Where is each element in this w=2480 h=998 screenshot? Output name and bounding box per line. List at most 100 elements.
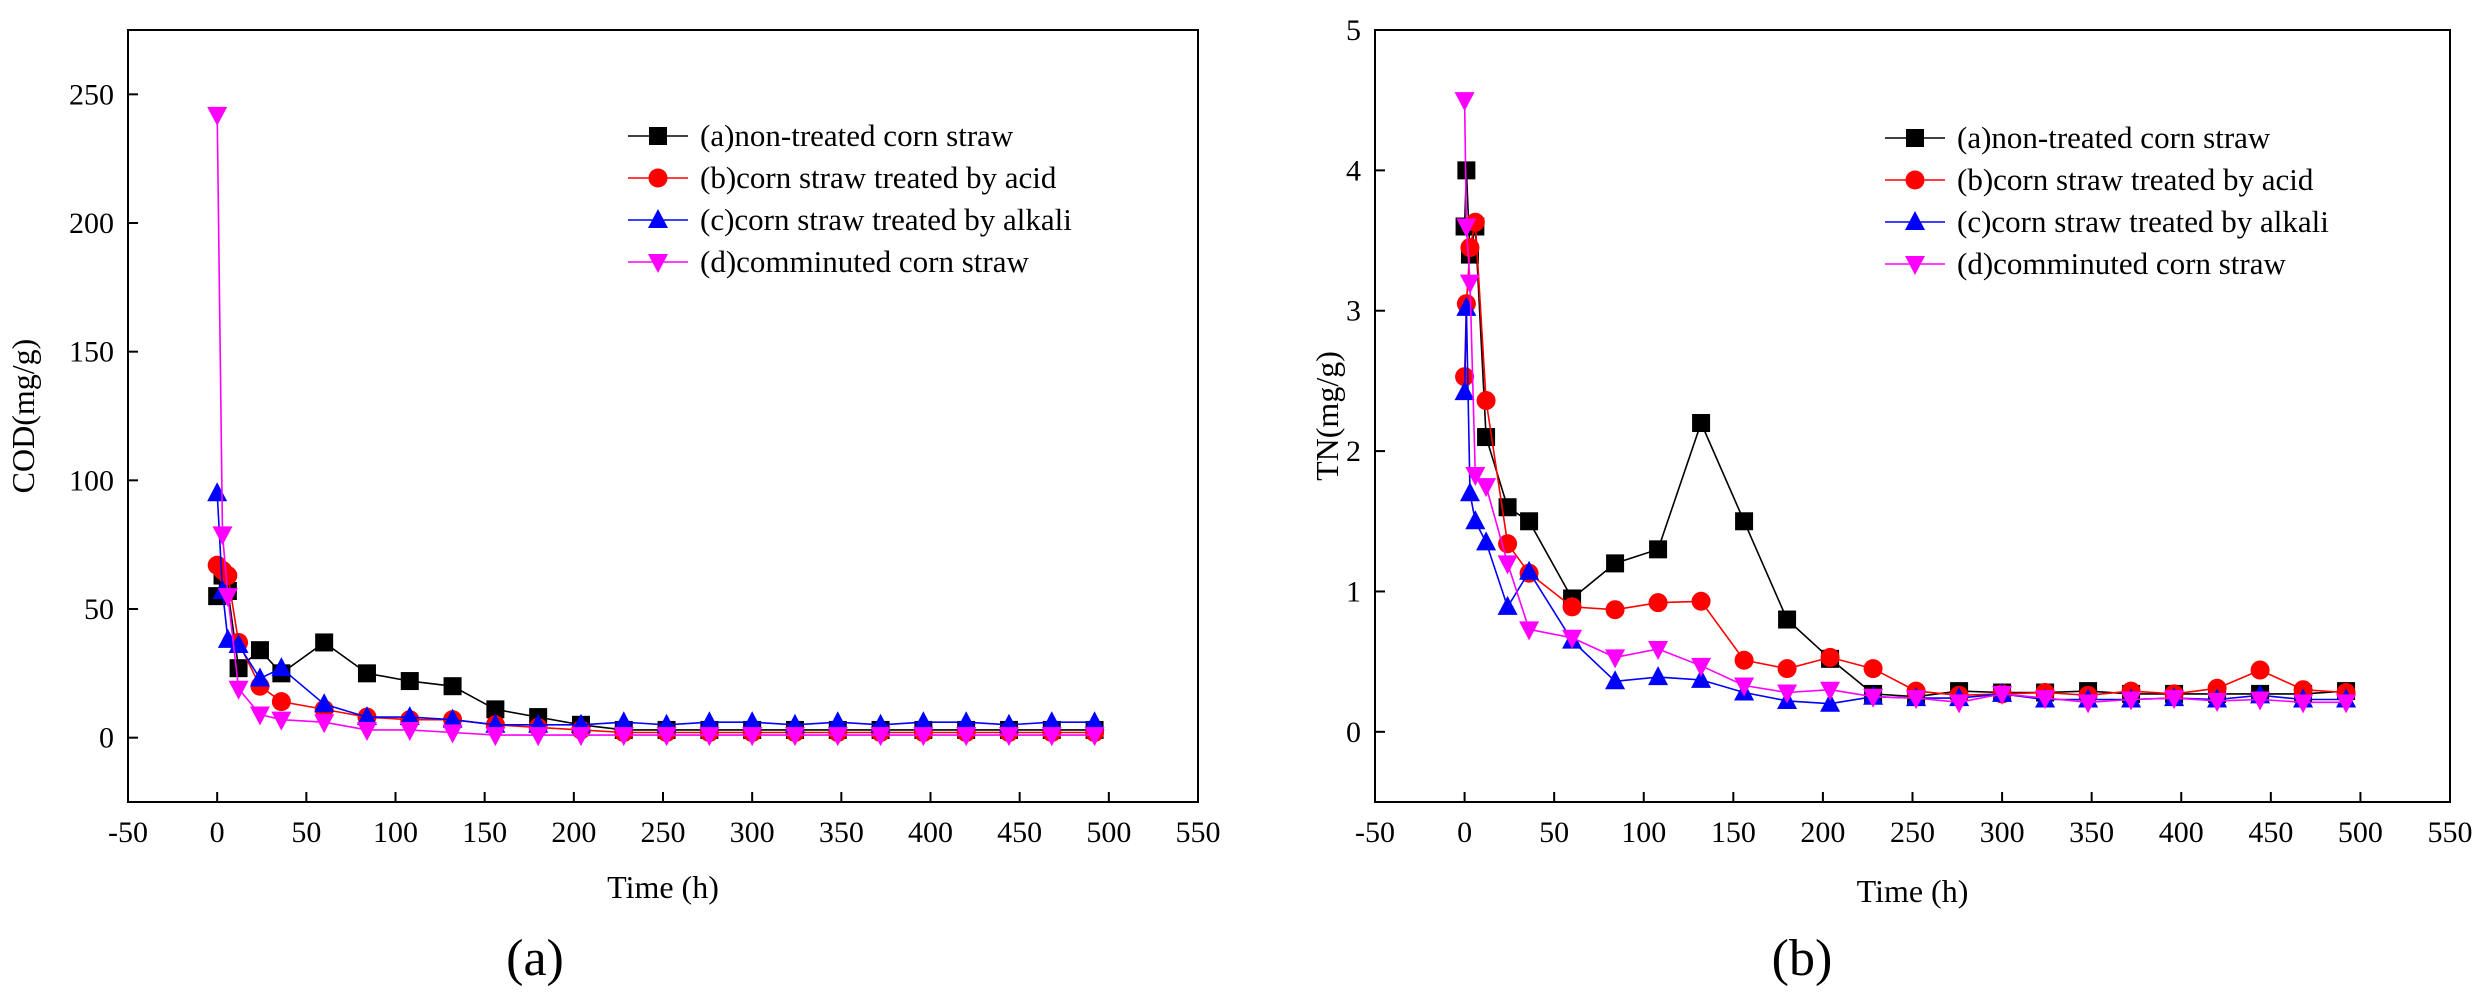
legend-label: (d)comminuted corn straw (1957, 246, 2286, 281)
x-tick-label: 550 (1176, 816, 1221, 849)
data-point (2121, 691, 2142, 711)
data-point (400, 672, 419, 691)
data-point (271, 692, 291, 712)
data-point (443, 677, 462, 696)
legend-label: (c)corn straw treated by alkali (1957, 204, 2329, 239)
series-3 (1454, 296, 2357, 712)
x-tick-label: 400 (908, 816, 953, 849)
data-point (1520, 512, 1539, 531)
data-point (250, 641, 269, 660)
data-point (1084, 711, 1105, 731)
legend-marker (649, 127, 667, 145)
data-point (1648, 593, 1668, 613)
data-point (528, 727, 549, 747)
series-1 (1455, 161, 2356, 706)
data-point (613, 711, 634, 731)
data-point (1820, 681, 1841, 701)
y-tick-label: 5 (1346, 14, 1361, 47)
data-point (218, 566, 238, 586)
x-tick-label: 150 (1711, 816, 1756, 849)
series-line (216, 572, 1095, 731)
series-line (1463, 100, 2347, 704)
legend-label: (b)corn straw treated by acid (700, 160, 1057, 195)
data-point (742, 727, 763, 747)
data-point (314, 693, 335, 713)
data-point (1476, 478, 1497, 498)
data-point (1820, 647, 1840, 667)
x-tick-label: 150 (462, 816, 507, 849)
x-tick-label: -50 (108, 816, 148, 849)
legend: (a)non-treated corn straw (b)corn straw t… (628, 118, 1072, 279)
y-tick-label: 4 (1346, 154, 1361, 187)
data-point (217, 588, 238, 608)
y-axis-label: COD(mg/g) (5, 339, 41, 494)
legend-label: (a)non-treated corn straw (1957, 120, 2271, 155)
data-point (315, 633, 334, 652)
data-point (956, 711, 977, 731)
data-point (656, 727, 677, 747)
legend-label: (c)corn straw treated by alkali (700, 202, 1072, 237)
data-point (1906, 690, 1927, 710)
data-point (442, 724, 463, 744)
x-axis-label: Time (h) (607, 869, 719, 905)
y-tick-label: 100 (69, 464, 114, 497)
x-tick-label: 50 (1539, 816, 1569, 849)
x-tick-label: 200 (551, 816, 596, 849)
x-tick-label: 50 (291, 816, 321, 849)
data-point (2250, 691, 2271, 711)
chart-panel-a: -50 0 50 100 150 200 250 300 350 400 450 500 550 0 50 1… (5, 29, 1221, 987)
x-tick-label: 450 (2248, 816, 2293, 849)
data-point (2078, 694, 2099, 714)
y-tick-label: 2 (1346, 435, 1361, 468)
data-point (1497, 595, 1518, 615)
y-tick-label: 50 (84, 593, 114, 626)
data-point (1459, 482, 1480, 502)
data-point (742, 711, 763, 731)
legend-label: (d)comminuted corn straw (700, 244, 1029, 279)
x-tick-label: 500 (1086, 816, 1131, 849)
data-point (249, 706, 270, 726)
data-point (442, 708, 463, 728)
data-point (827, 711, 848, 731)
data-point (1949, 694, 1970, 714)
panel-label: (b) (1772, 930, 1833, 987)
data-point (1734, 677, 1755, 697)
data-point (913, 727, 934, 747)
plot-frame (127, 29, 1199, 803)
y-tick-label: 250 (69, 78, 114, 111)
legend-label: (a)non-treated corn straw (700, 118, 1014, 153)
x-tick-label: 350 (819, 816, 864, 849)
data-point (2164, 690, 2185, 710)
x-tick-label: 500 (2338, 816, 2383, 849)
x-tick-label: 200 (1800, 816, 1845, 849)
y-tick-label: 0 (1346, 716, 1361, 749)
x-tick-label: 300 (1980, 816, 2025, 849)
x-tick-label: 0 (210, 816, 225, 849)
data-point (1456, 218, 1477, 238)
series-4 (1454, 92, 2357, 714)
data-point (1692, 414, 1711, 433)
data-point (486, 700, 505, 719)
data-point (784, 727, 805, 747)
data-point (271, 657, 292, 677)
legend-marker (648, 168, 668, 188)
data-point (1605, 670, 1626, 690)
y-tick-label: 150 (69, 336, 114, 369)
data-point (1465, 466, 1486, 486)
series-2 (1455, 212, 2356, 705)
data-point (1465, 510, 1486, 530)
x-tick-label: 100 (373, 816, 418, 849)
data-point (1459, 274, 1480, 294)
chart-panel-b: -50 0 50 100 150 200 250 300 350 400 450 500 550 0 1 2 3… (1309, 14, 2473, 987)
data-point (1992, 685, 2013, 705)
data-point (1863, 688, 1884, 708)
series-4 (207, 106, 1105, 747)
data-point (207, 482, 228, 502)
x-tick-label: 250 (1890, 816, 1935, 849)
legend-marker (648, 209, 668, 228)
x-tick-label: 550 (2428, 816, 2473, 849)
data-point (229, 659, 248, 678)
data-point (1691, 591, 1711, 611)
data-point (1605, 600, 1625, 620)
